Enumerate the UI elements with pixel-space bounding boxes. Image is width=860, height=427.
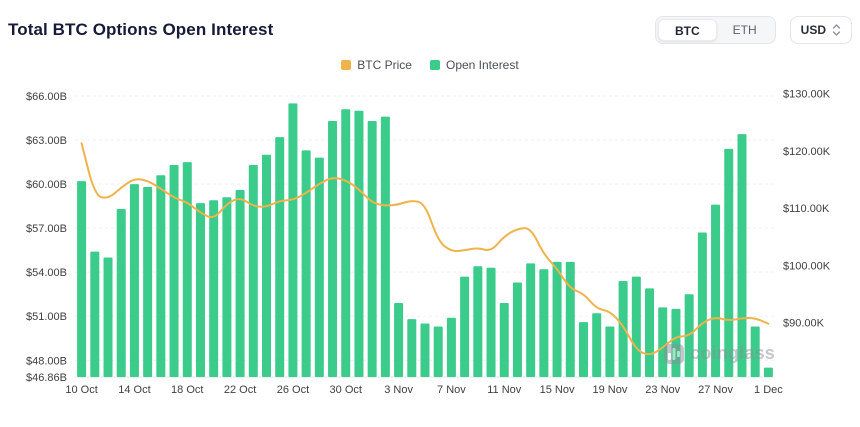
open-interest-bar[interactable] (103, 257, 113, 377)
open-interest-bar[interactable] (724, 148, 734, 377)
x-axis-label: 1 Dec (754, 384, 783, 396)
open-interest-bar[interactable] (539, 269, 549, 377)
x-axis-label: 23 Nov (645, 384, 680, 396)
tab-eth[interactable]: ETH (717, 19, 773, 41)
x-axis-label: 10 Oct (65, 384, 97, 396)
open-interest-bar[interactable] (578, 322, 588, 377)
open-interest-bar[interactable] (367, 120, 377, 377)
open-interest-bar[interactable] (618, 280, 628, 377)
header-controls: BTC ETH USD (654, 16, 852, 44)
open-interest-bar[interactable] (77, 181, 87, 377)
open-interest-bar[interactable] (446, 317, 456, 377)
chart-legend: BTC Price Open Interest (0, 58, 860, 72)
open-interest-bar[interactable] (301, 150, 311, 377)
y-axis-right-label: $100.00K (783, 260, 831, 272)
open-interest-bar[interactable] (460, 276, 470, 377)
open-interest-bar[interactable] (195, 203, 205, 377)
widget-header: Total BTC Options Open Interest BTC ETH … (0, 0, 860, 44)
open-interest-bar[interactable] (605, 326, 615, 377)
x-axis-label: 27 Nov (698, 384, 733, 396)
y-axis-right-label: $120.00K (783, 146, 831, 158)
x-axis-label: 15 Nov (540, 384, 575, 396)
open-interest-bar[interactable] (750, 326, 760, 377)
open-interest-bar[interactable] (248, 165, 258, 377)
open-interest-bar[interactable] (394, 303, 404, 377)
btc-price-swatch-icon (341, 60, 352, 70)
y-axis-left-label: $51.00B (26, 311, 67, 323)
btc-price-line[interactable] (80, 142, 770, 356)
currency-select[interactable]: USD (789, 16, 852, 44)
y-axis-left-label: $66.00B (26, 91, 67, 103)
x-axis-label: 11 Nov (487, 384, 522, 396)
y-axis-right-label: $90.00K (783, 318, 825, 330)
open-interest-bar[interactable] (169, 165, 179, 377)
x-axis-label: 18 Oct (171, 384, 203, 396)
open-interest-bar[interactable] (380, 116, 390, 377)
open-interest-bar[interactable] (407, 319, 417, 377)
open-interest-bar[interactable] (526, 263, 536, 377)
x-axis-label: 7 Nov (437, 384, 466, 396)
x-axis-label: 14 Oct (118, 384, 150, 396)
open-interest-bar[interactable] (737, 134, 747, 377)
open-interest-chart-canvas[interactable]: $66.00B $63.00B $60.00B $57.00B $54.00B $51.0… (0, 74, 860, 404)
chart-area[interactable]: $66.00B $63.00B $60.00B $57.00B $54.00B $51.0… (0, 74, 860, 404)
legend-label-open-interest: Open Interest (445, 58, 519, 72)
page-title: Total BTC Options Open Interest (8, 20, 274, 39)
open-interest-bar[interactable] (697, 232, 707, 377)
open-interest-bar[interactable] (711, 204, 721, 377)
open-interest-bar[interactable] (499, 303, 509, 377)
open-interest-bar[interactable] (129, 184, 139, 377)
x-axis-label: 26 Oct (277, 384, 309, 396)
legend-item-open-interest[interactable]: Open Interest (429, 58, 519, 72)
open-interest-bar[interactable] (671, 308, 681, 377)
open-interest-bar[interactable] (631, 276, 641, 377)
open-interest-bar[interactable] (763, 367, 773, 377)
open-interest-bar[interactable] (143, 187, 153, 377)
y-axis-left-label: $63.00B (26, 135, 67, 147)
x-axis-label: 19 Nov (592, 384, 627, 396)
y-axis-left-label: $60.00B (26, 179, 67, 191)
y-axis-left-label: $57.00B (26, 223, 67, 235)
open-interest-bar[interactable] (645, 288, 655, 377)
open-interest-bar[interactable] (354, 110, 364, 378)
x-axis-label: 3 Nov (384, 384, 413, 396)
open-interest-bar[interactable] (275, 137, 285, 377)
open-interest-bar[interactable] (222, 197, 232, 377)
open-interest-bar[interactable] (473, 266, 483, 377)
open-interest-bar[interactable] (116, 209, 126, 377)
open-interest-bar[interactable] (90, 251, 100, 377)
open-interest-bar[interactable] (565, 261, 575, 377)
open-interest-bar[interactable] (552, 261, 562, 377)
open-interest-bar[interactable] (486, 267, 496, 377)
open-interest-bar[interactable] (433, 326, 443, 377)
open-interest-bar[interactable] (420, 323, 430, 377)
open-interest-bar[interactable] (592, 313, 602, 377)
open-interest-bar[interactable] (235, 189, 245, 377)
open-interest-bar[interactable] (262, 154, 272, 377)
y-axis-right-label: $110.00K (783, 203, 830, 215)
open-interest-bar[interactable] (658, 307, 668, 377)
y-axis-left-label: $54.00B (26, 267, 67, 279)
open-interest-bar[interactable] (512, 282, 522, 377)
sort-chevrons-icon (832, 23, 841, 37)
open-interest-swatch-icon (429, 60, 440, 70)
currency-label: USD (800, 23, 826, 37)
open-interest-bar[interactable] (209, 200, 219, 377)
y-axis-right-label: $130.00K (783, 89, 831, 101)
legend-item-btc-price[interactable]: BTC Price (341, 58, 412, 72)
open-interest-bar[interactable] (156, 175, 166, 377)
open-interest-bar[interactable] (328, 120, 338, 377)
y-axis-left-label: $46.86B (26, 372, 67, 384)
x-axis-label: 30 Oct (330, 384, 362, 396)
tab-btc[interactable]: BTC (657, 19, 717, 41)
open-interest-bar[interactable] (341, 109, 351, 377)
open-interest-bar[interactable] (314, 157, 324, 377)
coin-toggle: BTC ETH (654, 16, 776, 44)
legend-label-btc-price: BTC Price (357, 58, 412, 72)
open-interest-bar[interactable] (182, 162, 192, 377)
x-axis-label: 22 Oct (224, 384, 256, 396)
open-interest-bar[interactable] (288, 103, 298, 378)
y-axis-left-label: $48.00B (26, 355, 67, 367)
